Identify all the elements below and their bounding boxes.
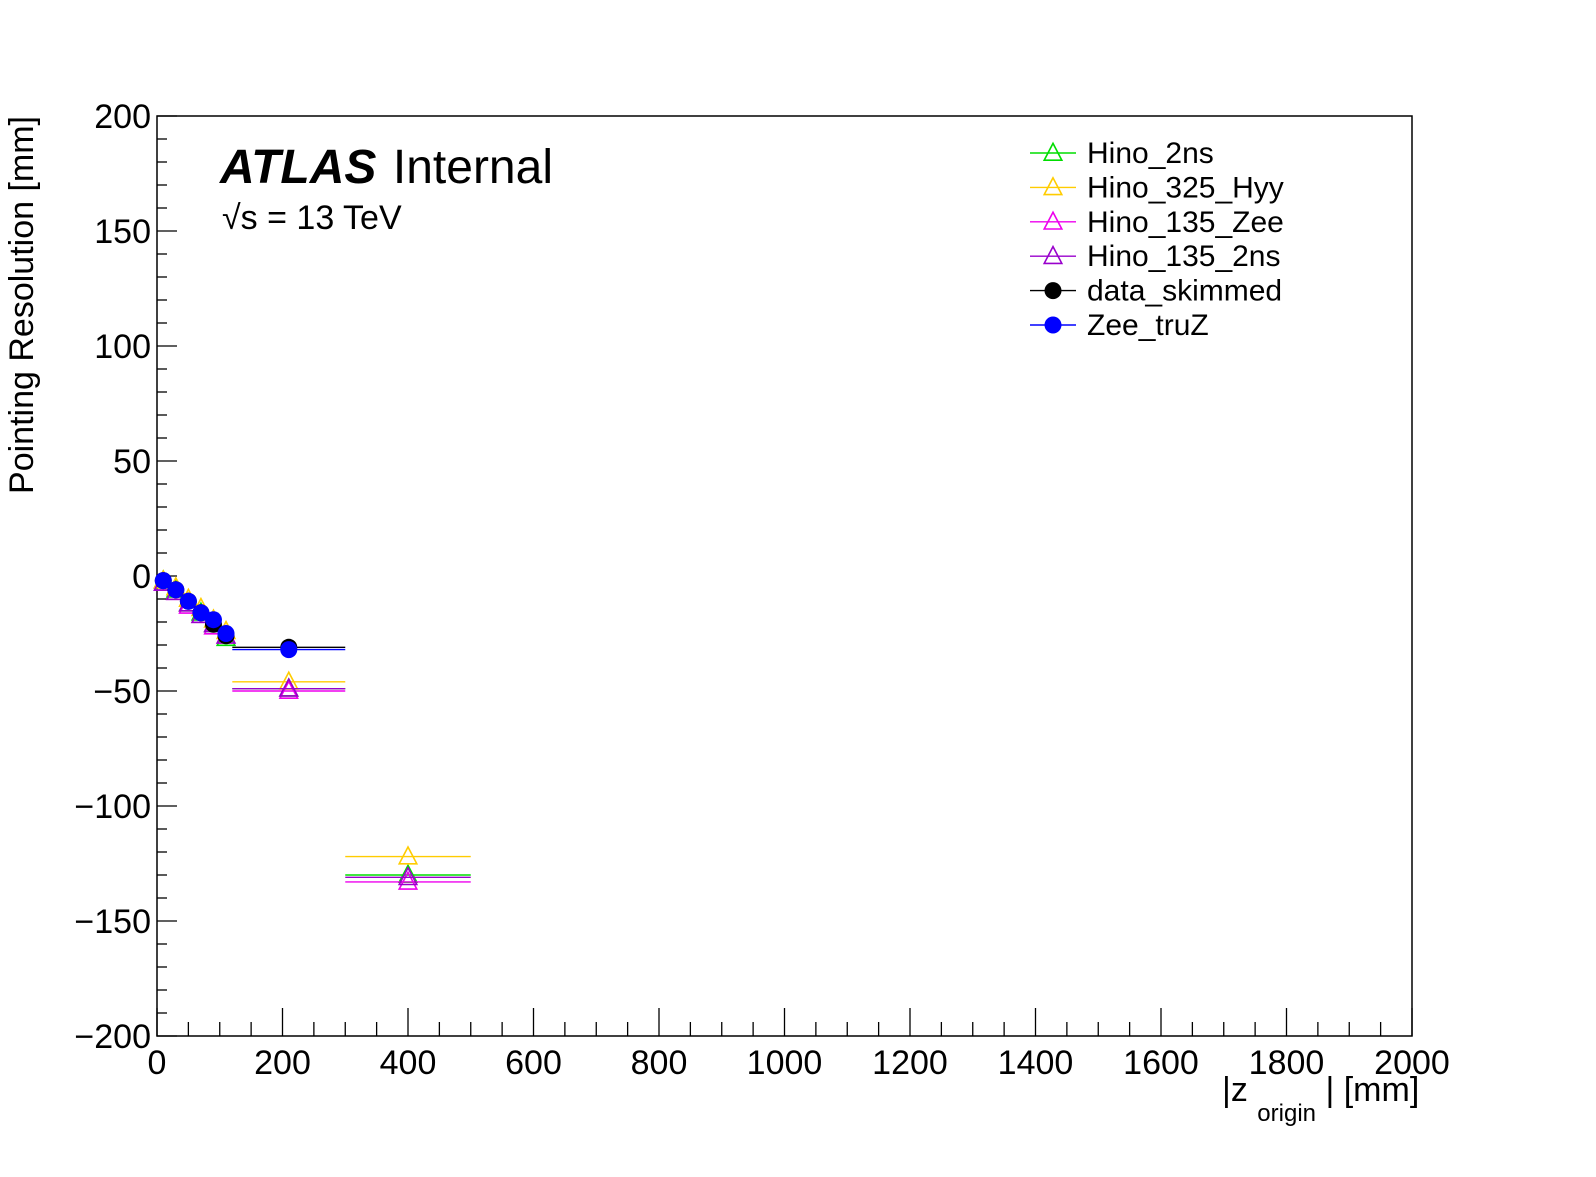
atlas-label: ATLAS Internal <box>219 141 553 194</box>
data-point <box>204 611 222 629</box>
data-point <box>232 677 346 697</box>
x-tick-label: 800 <box>631 1044 688 1082</box>
data-point <box>345 845 471 865</box>
y-tick-label: −50 <box>93 673 151 711</box>
y-tick-label: −200 <box>74 1018 151 1056</box>
x-axis-title-tail: | [mm] <box>1325 1071 1419 1109</box>
atlas-status-label: Internal <box>393 141 553 194</box>
y-tick-label: −100 <box>74 788 151 826</box>
axes: 0 200 400 600 800 1000 1200 1400 1600 1800 2000200… <box>74 98 1449 1082</box>
open-triangle-marker <box>1042 141 1064 161</box>
filled-circle-marker <box>204 611 222 629</box>
x-tick-label: 1600 <box>1123 1044 1199 1082</box>
legend-entry: Zee_truZ <box>1030 309 1209 342</box>
open-triangle-marker <box>397 870 419 890</box>
legend-entry: data_skimmed <box>1030 275 1282 308</box>
open-triangle-marker <box>278 679 299 700</box>
data-series <box>153 569 471 890</box>
legend-entry: Hino_135_2ns <box>1030 240 1281 273</box>
filled-circle-marker <box>154 572 172 590</box>
filled-circle-marker <box>1044 282 1062 300</box>
series-data_skimmed <box>154 572 346 656</box>
data-point <box>232 679 346 700</box>
legend-label: Hino_135_2ns <box>1087 240 1281 273</box>
filled-circle-marker <box>280 641 298 659</box>
series-Zee_truZ <box>154 572 346 659</box>
data-point <box>179 592 197 610</box>
x-axis-title-main: |z <box>1222 1071 1248 1109</box>
legend-label: Hino_325_Hyy <box>1087 171 1284 204</box>
x-tick-label: 1000 <box>747 1044 823 1082</box>
legend-label: Hino_135_Zee <box>1087 206 1284 239</box>
open-triangle-marker <box>278 677 299 697</box>
filled-circle-marker <box>179 592 197 610</box>
legend-entry: Hino_2ns <box>1030 137 1214 170</box>
data-point <box>217 625 235 642</box>
x-axis-title-subscript: origin <box>1257 1100 1316 1127</box>
y-tick-label: 0 <box>132 558 151 596</box>
y-tick-label: 150 <box>94 213 151 251</box>
legend-label: data_skimmed <box>1087 275 1282 308</box>
x-tick-label: 400 <box>380 1044 437 1082</box>
data-point <box>192 604 210 622</box>
y-tick-label: 100 <box>94 328 151 366</box>
x-tick-label: 600 <box>505 1044 562 1082</box>
y-tick-label: 50 <box>113 443 151 481</box>
energy-label: √s = 13 TeV <box>222 199 402 237</box>
legend-entry: Hino_325_Hyy <box>1030 171 1284 204</box>
data-point <box>154 572 172 590</box>
filled-circle-marker <box>167 581 185 599</box>
data-point <box>345 865 471 886</box>
x-tick-label: 2000 <box>1374 1044 1450 1082</box>
x-tick-label: 0 <box>148 1044 167 1082</box>
open-triangle-marker <box>397 845 419 865</box>
atlas-experiment-label: ATLAS <box>219 141 376 194</box>
open-triangle-marker <box>1042 210 1064 230</box>
legend-entry: Hino_135_Zee <box>1030 206 1284 239</box>
x-tick-label: 1800 <box>1249 1044 1325 1082</box>
filled-circle-marker <box>192 604 210 622</box>
y-tick-label: 200 <box>94 98 151 136</box>
open-triangle-marker <box>397 865 419 886</box>
x-tick-label: 200 <box>254 1044 311 1082</box>
filled-circle-marker <box>217 625 235 642</box>
data-point <box>232 641 346 659</box>
x-axis-title: |z origin | [mm] <box>1222 1071 1419 1129</box>
y-tick-label: −150 <box>74 903 151 941</box>
filled-circle-marker <box>1044 316 1062 334</box>
x-tick-label: 1200 <box>872 1044 948 1082</box>
legend-label: Zee_truZ <box>1087 309 1209 342</box>
open-triangle-marker <box>1042 244 1064 265</box>
x-tick-label: 1400 <box>998 1044 1074 1082</box>
open-triangle-marker <box>1042 176 1064 196</box>
legend-label: Hino_2ns <box>1087 137 1214 170</box>
legend: Hino_2nsHino_325_HyyHino_135_ZeeHino_135… <box>1030 137 1284 342</box>
data-point <box>167 581 185 599</box>
data-point <box>345 870 471 890</box>
y-axis-title: Pointing Resolution [mm] <box>3 116 41 494</box>
